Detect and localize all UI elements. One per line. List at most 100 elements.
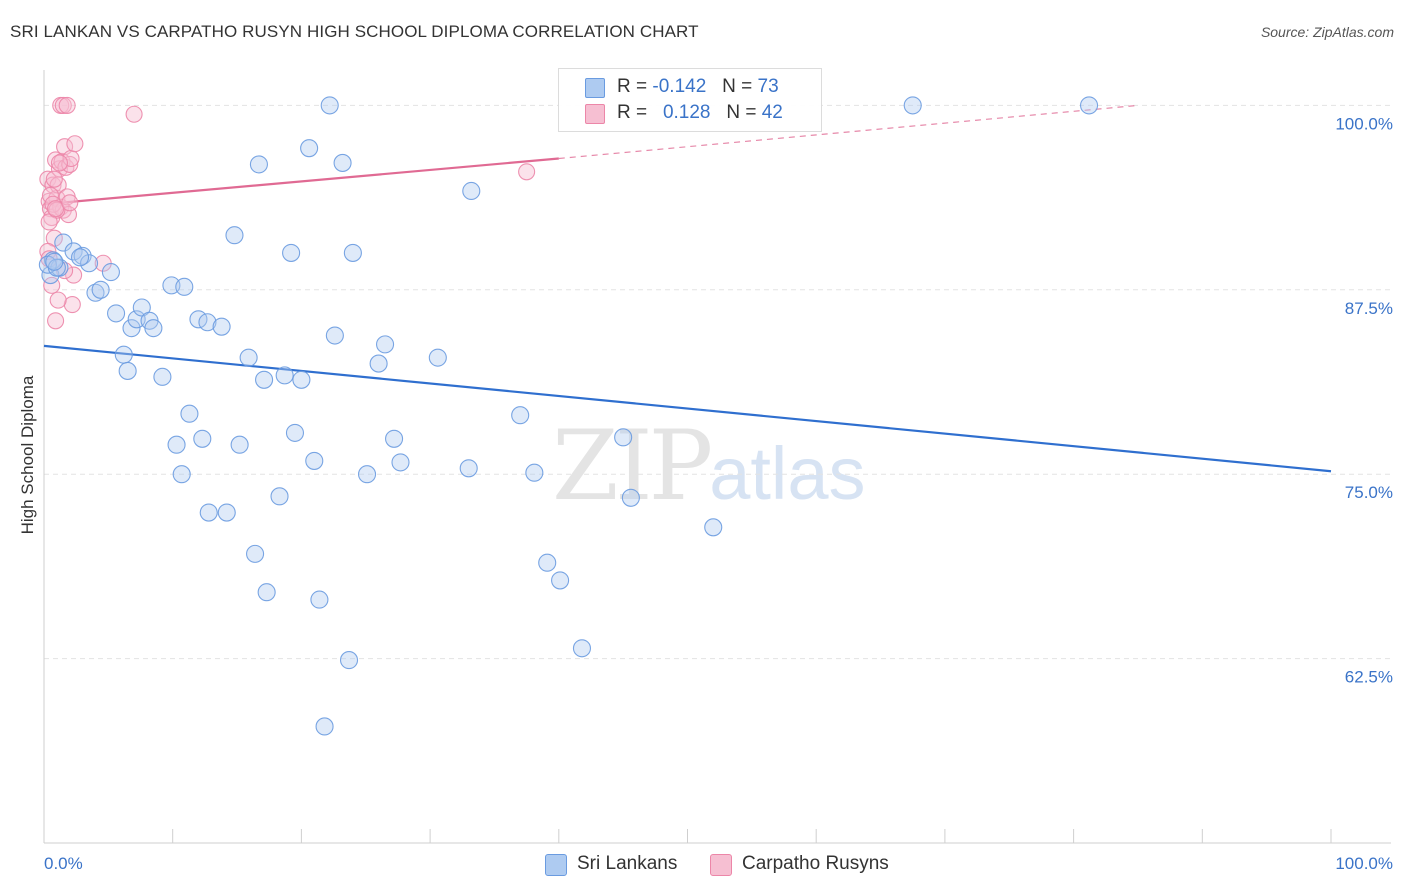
data-point-sri-lankans [198, 313, 217, 332]
data-point-sri-lankans [704, 518, 723, 537]
data-point-sri-lankans [162, 276, 181, 295]
data-point-carpatho-rusyns [47, 200, 65, 218]
data-point-sri-lankans [391, 453, 410, 472]
data-point-sri-lankans [385, 429, 404, 448]
carp-r-label: R = [617, 102, 648, 123]
data-point-carpatho-rusyns [54, 96, 72, 114]
stats-legend: R = -0.142 N = 73 R = 0.128 N = 42 [558, 68, 822, 132]
data-point-sri-lankans [511, 406, 530, 425]
y-tick-label: 100.0% [1335, 114, 1393, 133]
data-point-sri-lankans [376, 335, 395, 354]
data-point-sri-lankans [249, 155, 268, 174]
grid-lines [44, 104, 1391, 660]
data-point-sri-lankans [270, 487, 289, 506]
data-point-sri-lankans [903, 96, 922, 115]
data-point-sri-lankans [275, 366, 294, 385]
data-point-sri-lankans [255, 370, 274, 389]
trend-line-sri-lankans [43, 344, 1332, 473]
data-point-sri-lankans [114, 345, 133, 364]
sri-r-value: -0.142 [652, 76, 707, 97]
data-point-carpatho-rusyns [125, 105, 143, 123]
carp-n-value: 42 [761, 102, 783, 123]
trend-line-carpatho-rusyns [43, 157, 559, 206]
data-point-sri-lankans [86, 283, 105, 302]
data-point-carpatho-rusyns [50, 154, 68, 172]
data-point-sri-lankans [225, 226, 244, 245]
sri-r-label: R = [617, 76, 648, 97]
carpatho-rusyns-swatch [585, 104, 605, 124]
carp-r-value: 0.128 [662, 102, 711, 123]
data-point-sri-lankans [300, 139, 319, 158]
data-point-carpatho-rusyns [66, 135, 84, 153]
data-point-sri-lankans [462, 181, 481, 201]
watermark-main: ZIP [552, 410, 713, 522]
sri-n-value: 73 [757, 76, 779, 97]
data-point-carpatho-rusyns [49, 291, 67, 309]
data-point-sri-lankans [315, 717, 334, 736]
data-point-sri-lankans [199, 503, 218, 522]
carp-n-label: N = [726, 102, 757, 123]
data-point-sri-lankans [614, 428, 633, 447]
data-point-carpatho-rusyns [58, 96, 76, 114]
data-point-sri-lankans [551, 571, 570, 590]
data-point-sri-lankans [428, 348, 447, 367]
data-point-sri-lankans [212, 317, 231, 336]
data-point-sri-lankans [79, 254, 99, 273]
data-point-sri-lankans [292, 370, 311, 389]
data-point-sri-lankans [1079, 96, 1099, 115]
data-point-sri-lankans [369, 354, 388, 373]
data-point-sri-lankans [193, 429, 212, 448]
legend-swatch-carpatho-rusyns [710, 854, 732, 876]
data-point-sri-lankans [175, 277, 194, 296]
y-tick-label: 87.5% [1345, 299, 1393, 318]
data-point-sri-lankans [101, 263, 120, 282]
chart-title: SRI LANKAN VS CARPATHO RUSYN HIGH SCHOOL… [10, 22, 699, 41]
y-axis-label: High School Diploma [18, 375, 37, 535]
data-point-sri-lankans [180, 404, 199, 423]
legend-label-carpatho-rusyns: Carpatho Rusyns [742, 853, 889, 874]
data-point-sri-lankans [70, 248, 90, 267]
data-point-sri-lankans [167, 435, 186, 454]
data-point-sri-lankans [122, 319, 141, 338]
data-point-sri-lankans [459, 459, 478, 478]
data-point-sri-lankans [572, 639, 592, 658]
data-point-carpatho-rusyns [44, 176, 62, 194]
data-point-carpatho-rusyns [65, 266, 83, 284]
data-point-sri-lankans [153, 367, 172, 386]
data-point-sri-lankans [217, 503, 236, 522]
trend-line-carpatho-rusyns-extension [558, 104, 1139, 160]
data-point-sri-lankans [144, 319, 163, 338]
data-point-carpatho-rusyns [45, 170, 63, 188]
data-point-sri-lankans [282, 243, 301, 262]
data-point-sri-lankans [127, 310, 146, 329]
data-point-sri-lankans [91, 280, 110, 299]
data-point-sri-lankans [285, 423, 305, 442]
data-point-sri-lankans [525, 463, 544, 482]
data-point-carpatho-rusyns [61, 194, 79, 212]
watermark-sub: atlas [709, 432, 866, 515]
legend-swatch-sri-lankans [545, 854, 567, 876]
zipatlas-watermark: ZIPatlas [552, 410, 866, 522]
data-point-sri-lankans [339, 651, 359, 670]
sri-n-label: N = [722, 76, 753, 97]
data-point-sri-lankans [333, 153, 352, 172]
data-point-carpatho-rusyns [518, 163, 536, 181]
data-point-sri-lankans [230, 435, 249, 454]
data-point-sri-lankans [325, 326, 344, 345]
legend-label-sri-lankans: Sri Lankans [577, 853, 678, 874]
data-point-sri-lankans [343, 243, 362, 262]
trend-lines [43, 104, 1332, 473]
tick-labels: 62.5% 75.0% 87.5% 100.0% 0.0% 100.0% [44, 114, 1393, 873]
data-point-sri-lankans [132, 298, 151, 317]
data-point-sri-lankans [172, 465, 191, 484]
data-point-sri-lankans [246, 544, 265, 563]
data-point-sri-lankans [118, 361, 137, 380]
data-point-sri-lankans [239, 348, 258, 367]
data-point-sri-lankans [45, 252, 64, 271]
x-tick-label-max: 100.0% [1335, 854, 1393, 873]
source-credit: Source: ZipAtlas.com [1260, 24, 1394, 40]
sri-lankans-swatch [585, 78, 605, 98]
data-point-carpatho-rusyns [47, 312, 65, 330]
y-tick-label: 62.5% [1345, 668, 1393, 687]
